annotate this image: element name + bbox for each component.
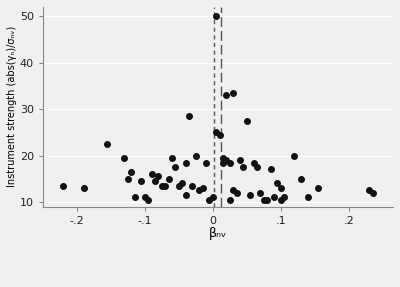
- Point: [234, 190, 240, 195]
- Point: [138, 179, 145, 183]
- Point: [274, 181, 281, 186]
- Point: [166, 177, 172, 181]
- Point: [278, 186, 284, 190]
- Point: [182, 193, 189, 197]
- Point: [366, 188, 372, 193]
- Point: [176, 183, 182, 188]
- Point: [257, 190, 264, 195]
- Point: [186, 114, 192, 118]
- Point: [148, 172, 155, 177]
- Y-axis label: Instrument strength (abs(γₙ)/σₙᵥ): Instrument strength (abs(γₙ)/σₙᵥ): [7, 26, 17, 187]
- Point: [152, 179, 158, 183]
- Point: [240, 165, 247, 169]
- Point: [216, 132, 223, 137]
- Point: [305, 195, 311, 200]
- Point: [223, 93, 230, 98]
- Point: [104, 142, 111, 146]
- Point: [213, 130, 220, 135]
- Point: [182, 160, 189, 165]
- Point: [247, 193, 254, 197]
- Point: [162, 183, 168, 188]
- Point: [200, 186, 206, 190]
- Point: [278, 197, 284, 202]
- Point: [142, 195, 148, 200]
- Point: [220, 160, 226, 165]
- Point: [206, 197, 213, 202]
- Point: [213, 14, 220, 19]
- Point: [264, 197, 270, 202]
- Point: [169, 156, 175, 160]
- Point: [132, 195, 138, 200]
- Point: [179, 181, 186, 186]
- Point: [237, 158, 243, 162]
- Point: [268, 167, 274, 172]
- Point: [271, 195, 277, 200]
- Point: [155, 174, 162, 179]
- Point: [291, 153, 298, 158]
- Point: [230, 91, 236, 95]
- Point: [227, 197, 233, 202]
- Point: [128, 170, 134, 174]
- Point: [281, 195, 288, 200]
- Point: [223, 158, 230, 162]
- Point: [244, 119, 250, 123]
- Point: [159, 183, 165, 188]
- Point: [172, 165, 179, 169]
- Point: [227, 160, 233, 165]
- Point: [254, 165, 260, 169]
- Point: [220, 156, 226, 160]
- Point: [80, 186, 87, 190]
- Point: [370, 190, 376, 195]
- Point: [145, 197, 152, 202]
- Point: [315, 186, 322, 190]
- Point: [193, 153, 199, 158]
- Point: [121, 156, 128, 160]
- X-axis label: βₙᵥ: βₙᵥ: [209, 227, 227, 240]
- Point: [125, 177, 131, 181]
- Point: [261, 197, 267, 202]
- Point: [298, 177, 304, 181]
- Point: [196, 188, 202, 193]
- Point: [210, 195, 216, 200]
- Point: [60, 183, 66, 188]
- Point: [250, 160, 257, 165]
- Point: [230, 188, 236, 193]
- Point: [203, 160, 209, 165]
- Point: [189, 183, 196, 188]
